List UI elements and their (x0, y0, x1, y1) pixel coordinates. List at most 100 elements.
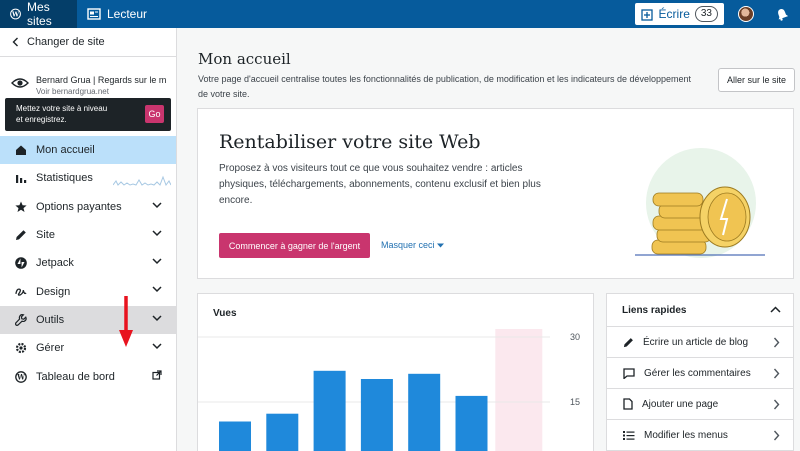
sidebar-item-label: Statistiques (36, 172, 93, 185)
chart-bar-5[interactable] (455, 395, 488, 451)
y-tick-label: 30 (570, 332, 580, 342)
sidebar-item-label: Jetpack (36, 257, 74, 270)
sidebar-item-paid-options[interactable]: Options payantes (0, 193, 176, 221)
quick-links-header[interactable]: Liens rapides (607, 294, 793, 327)
page-description: Votre page d'accueil centralise toutes l… (198, 74, 692, 99)
chevron-down-icon (152, 230, 162, 236)
sidebar-item-dashboard[interactable]: W Tableau de bord (0, 362, 176, 390)
sidebar-item-manage[interactable]: Gérer (0, 334, 176, 362)
chart-bar-1[interactable] (266, 413, 299, 451)
change-site-link[interactable]: Changer de site (0, 28, 176, 57)
chevron-right-icon (773, 430, 780, 441)
sidebar-item-tools[interactable]: Outils (0, 305, 176, 335)
site-name: Bernard Grua | Regards sur le m (36, 74, 166, 85)
user-avatar[interactable] (738, 6, 754, 22)
gear-icon (15, 342, 27, 354)
quick-link-add-page[interactable]: Ajouter une page (607, 389, 793, 420)
sidebar-item-label: Gérer (36, 342, 65, 355)
chevron-down-icon (152, 343, 162, 350)
views-card: Vues 30 15 (197, 293, 594, 451)
quick-links-title: Liens rapides (622, 304, 687, 316)
svg-text:W: W (11, 11, 20, 18)
quick-link-label: Écrire un article de blog (643, 336, 749, 348)
wrench-icon (15, 313, 27, 326)
write-button[interactable]: Écrire 33 (634, 3, 724, 25)
stats-sparkline (113, 175, 171, 187)
notifications-bell-icon[interactable] (776, 8, 788, 21)
hide-promo-link[interactable]: Masquer ceci (381, 240, 445, 250)
wordpress-logo-icon: W (10, 8, 21, 20)
chart-bar-2[interactable] (313, 370, 346, 451)
sidebar-item-label: Design (36, 285, 71, 298)
stats-bars-icon (15, 172, 27, 184)
start-earning-button[interactable]: Commencer à gagner de l'argent (219, 233, 370, 258)
y-tick-label: 15 (570, 397, 580, 407)
upgrade-go-button[interactable]: Go (145, 105, 164, 123)
chevron-down-icon (152, 258, 162, 265)
chevron-right-icon (773, 399, 780, 410)
pencil-icon (15, 229, 27, 241)
svg-text:W: W (16, 372, 25, 381)
sidebar-item-stats[interactable]: Statistiques (0, 164, 176, 192)
hide-promo-label: Masquer ceci (381, 240, 435, 250)
chevron-down-icon (152, 286, 162, 293)
chevron-up-icon (770, 306, 781, 313)
change-site-label: Changer de site (27, 36, 105, 48)
red-arrow-annotation-icon (119, 296, 133, 347)
sidebar-nav: Mon accueil Statistiques Options payante… (0, 136, 176, 391)
sidebar-item-my-home[interactable]: Mon accueil (0, 136, 176, 165)
chevron-right-icon (773, 368, 780, 379)
upgrade-text-line1: Mettez votre site à niveau (16, 104, 108, 113)
quick-link-edit-menus[interactable]: Modifier les menus (607, 420, 793, 451)
sidebar: Changer de site Bernard Grua | Regards s… (0, 28, 177, 451)
draft-count-badge: 33 (694, 6, 718, 22)
reader-label: Lecteur (107, 7, 148, 21)
pencil-icon (623, 337, 633, 347)
eye-icon (10, 76, 30, 94)
my-sites-button[interactable]: W Mes sites (0, 0, 77, 28)
sidebar-item-label: Site (36, 229, 55, 242)
chart-bar-4[interactable] (408, 373, 441, 451)
top-bar: W Mes sites Lecteur Écrire 33 (0, 0, 800, 28)
sidebar-item-jetpack[interactable]: Jetpack (0, 249, 176, 277)
page-title: Mon accueil (198, 50, 291, 68)
reader-button[interactable]: Lecteur (77, 0, 157, 28)
chevron-down-icon (152, 202, 162, 208)
my-sites-label: Mes sites (27, 0, 52, 28)
write-plus-icon (640, 8, 653, 21)
chevron-left-icon (12, 37, 18, 47)
visit-site-button[interactable]: Aller sur le site (718, 68, 795, 92)
write-label: Écrire (658, 7, 690, 21)
quick-link-write-post[interactable]: Écrire un article de blog (607, 327, 793, 358)
views-title: Vues (213, 308, 237, 319)
coins-illustration-icon (635, 148, 765, 258)
upgrade-banner[interactable]: Mettez votre site à niveau et enregistre… (5, 98, 171, 131)
upgrade-text-line2: et enregistrez. (16, 115, 67, 124)
promo-text: Proposez à vos visiteurs tout ce que vou… (219, 163, 541, 206)
comment-icon (623, 367, 635, 379)
external-link-icon (152, 370, 162, 380)
chevron-down-icon (152, 315, 162, 321)
quick-link-manage-comments[interactable]: Gérer les commentaires (607, 358, 793, 389)
highlight-column-background (495, 329, 543, 451)
quick-links-card: Liens rapides Écrire un article de blog … (606, 293, 794, 451)
sidebar-item-label: Outils (36, 313, 65, 326)
sidebar-item-label: Tableau de bord (36, 370, 115, 383)
promo-card: Rentabiliser votre site Web Proposez à v… (197, 108, 794, 279)
home-icon (15, 144, 27, 156)
menu-list-icon (623, 431, 635, 440)
quick-link-label: Ajouter une page (642, 398, 719, 410)
chevron-right-icon (773, 337, 780, 348)
chart-bar-0[interactable] (219, 421, 251, 451)
sidebar-item-design[interactable]: Design (0, 277, 176, 305)
views-bar-chart: 30 15 (198, 329, 580, 451)
quick-link-label: Modifier les menus (644, 429, 728, 441)
caret-down-icon (437, 243, 445, 248)
sidebar-item-site[interactable]: Site (0, 221, 176, 249)
jetpack-icon (15, 257, 27, 270)
wordpress-icon: W (15, 370, 27, 383)
site-url-link[interactable]: Voir bernardgrua.net (36, 86, 109, 96)
quick-link-label: Gérer les commentaires (644, 367, 751, 379)
chart-bar-3[interactable] (360, 379, 393, 451)
site-card[interactable]: Bernard Grua | Regards sur le m Voir ber… (0, 65, 176, 105)
